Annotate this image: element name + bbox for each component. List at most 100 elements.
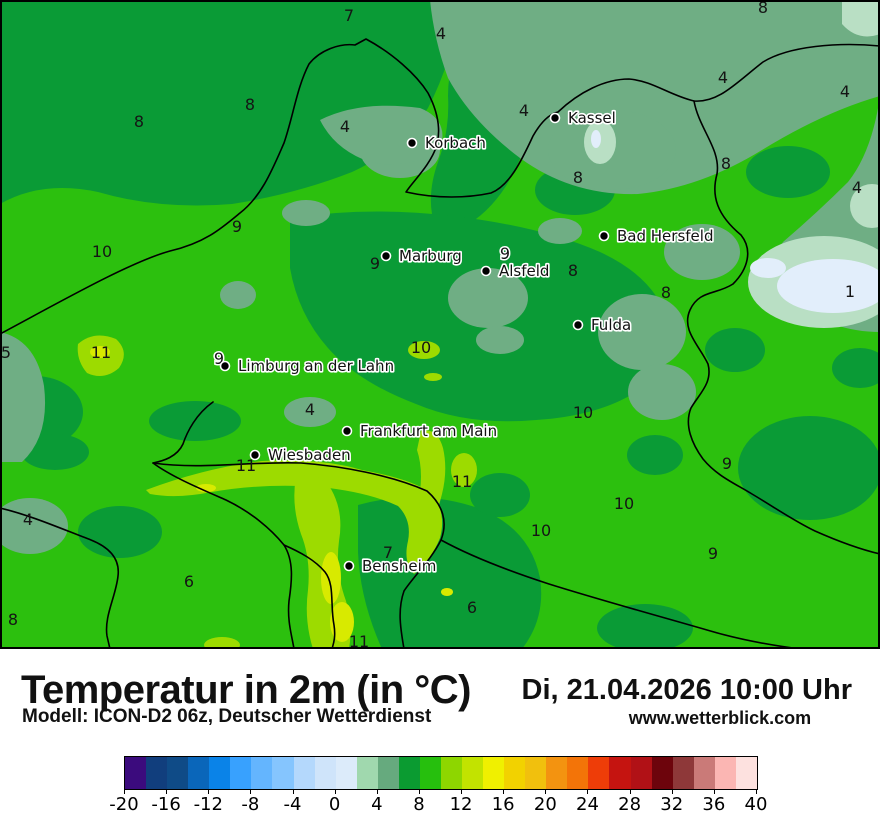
- temp-value-label: 8: [721, 154, 731, 173]
- temp-value-label: 10: [92, 242, 112, 261]
- temp-value-label: 11: [91, 343, 111, 362]
- city-marker-alsfeld: Alsfeld: [480, 260, 551, 282]
- city-marker-bad-hersfeld: Bad Hersfeld: [598, 225, 715, 247]
- model-info: Modell: ICON-D2 06z, Deutscher Wetterdie…: [22, 706, 432, 727]
- colorbar-tick-label: 16: [491, 794, 515, 815]
- temp-value-label: 9: [232, 217, 242, 236]
- temp-region-layer-yellow: [90, 346, 453, 642]
- city-label: Wiesbaden: [268, 446, 351, 464]
- colorbar-tick-label: 36: [702, 794, 726, 815]
- colorbar-tick-label: 12: [449, 794, 473, 815]
- colorbar-cell: [314, 757, 336, 789]
- temp-value-label: 8: [758, 0, 768, 17]
- colorbar-cell: [483, 757, 505, 789]
- colorbar-cell: [693, 757, 715, 789]
- temp-value-label: 10: [614, 494, 634, 513]
- forecast-datetime: Di, 21.04.2026 10:00 Uhr: [521, 674, 852, 706]
- website-url: www.wetterblick.com: [628, 708, 812, 728]
- colorbar-tick: [545, 789, 547, 794]
- colorbar-cell: [672, 757, 694, 789]
- temp-value-label: 4: [305, 400, 315, 419]
- colorbar-cell: [398, 757, 420, 789]
- temp-region-layer-pale-blue: [591, 130, 880, 313]
- colorbar-tick: [629, 789, 631, 794]
- colorbar-tick-label: 8: [413, 794, 425, 815]
- city-dot: [341, 425, 353, 437]
- temp-value-label: 8: [661, 283, 671, 302]
- city-marker-fulda: Fulda: [572, 314, 633, 336]
- city-dot: [598, 230, 610, 242]
- colorbar-tick: [334, 789, 336, 794]
- colorbar-tick: [418, 789, 420, 794]
- colorbar-cell: [462, 757, 484, 789]
- colorbar-tick-label: 40: [744, 794, 768, 815]
- colorbar-cell: [356, 757, 378, 789]
- temp-value-label: 7: [344, 6, 354, 25]
- city-label: Alsfeld: [499, 262, 549, 280]
- colorbar-tick: [124, 789, 125, 794]
- city-marker-bensheim: Bensheim: [343, 555, 438, 577]
- page-title: Temperatur in 2m (in °C): [21, 668, 471, 712]
- colorbar-tick: [292, 789, 294, 794]
- colorbar-cell: [167, 757, 189, 789]
- colorbar-cell: [146, 757, 168, 789]
- colorbar-tick-label: -20: [109, 794, 139, 815]
- colorbar-cell: [504, 757, 526, 789]
- city-marker-wiesbaden: Wiesbaden: [249, 444, 352, 466]
- city-dot: [549, 112, 561, 124]
- temp-value-label: 1: [845, 282, 855, 301]
- city-label: Korbach: [425, 134, 486, 152]
- temp-value-label: 8: [573, 168, 583, 187]
- temp-value-label: 11: [452, 472, 472, 491]
- colorbar-tick: [587, 789, 589, 794]
- temp-value-label: 9: [500, 244, 510, 263]
- temp-value-label: 9: [722, 454, 732, 473]
- city-label: Limburg an der Lahn: [238, 357, 394, 375]
- colorbar-cell: [609, 757, 631, 789]
- colorbar-tick: [208, 789, 210, 794]
- city-marker-korbach: Korbach: [406, 132, 488, 154]
- colorbar-cell: [293, 757, 315, 789]
- city-marker-frankfurt-am-main: Frankfurt am Main: [341, 420, 499, 442]
- temperature-map: 7 8 4 8 8 4 4 4 4 8 8 4 9 10 9 9 8 8 1 11 5 9 10 4 10 11 11 9 10 10 9 4…: [0, 0, 880, 649]
- colorbar-tick: [461, 789, 463, 794]
- colorbar-cell: [630, 757, 652, 789]
- temp-value-label: 4: [852, 178, 862, 197]
- colorbar-tick-label: 28: [618, 794, 642, 815]
- city-dot: [572, 319, 584, 331]
- colorbar-cell: [125, 757, 147, 789]
- city-label: Bensheim: [362, 557, 436, 575]
- city-dot: [249, 449, 261, 461]
- temp-value-label: 10: [573, 403, 593, 422]
- temp-value-label: 10: [531, 521, 551, 540]
- city-dot: [406, 137, 418, 149]
- colorbar-tick-label: -12: [193, 794, 223, 815]
- colorbar-tick: [376, 789, 378, 794]
- colorbar-tick-label: -8: [241, 794, 260, 815]
- city-marker-kassel: Kassel: [549, 107, 617, 129]
- colorbar-tick-label: 32: [660, 794, 684, 815]
- city-label: Kassel: [568, 109, 616, 127]
- colorbar-cell: [188, 757, 210, 789]
- city-label: Marburg: [399, 247, 462, 265]
- city-dot: [219, 360, 231, 372]
- city-dot: [380, 250, 392, 262]
- city-markers: Kassel Korbach Marburg Alsfeld Bad Hersfeld F…: [219, 107, 715, 577]
- colorbar-cell: [419, 757, 441, 789]
- city-marker-limburg-an-der-lahn: Limburg an der Lahn: [219, 355, 396, 377]
- state-boundary-lines: [0, 38, 880, 649]
- colorbar-cell: [546, 757, 568, 789]
- colorbar-cell: [735, 757, 757, 789]
- colorbar-tick: [166, 789, 168, 794]
- colorbar-cell: [272, 757, 294, 789]
- city-dot: [343, 560, 355, 572]
- colorbar-tick: [713, 789, 715, 794]
- colorbar-cell: [251, 757, 273, 789]
- temp-value-label: 5: [1, 343, 11, 362]
- colorbar-cell: [714, 757, 736, 789]
- colorbar-cell: [230, 757, 252, 789]
- temp-value-label: 6: [184, 572, 194, 591]
